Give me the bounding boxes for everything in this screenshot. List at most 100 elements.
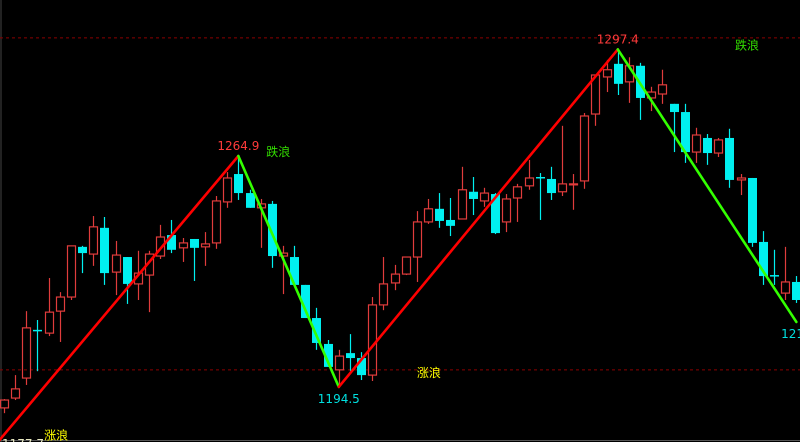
candle-body (423, 208, 434, 223)
candle-body (268, 203, 277, 257)
candle-59 (657, 69, 668, 104)
candle-body (178, 242, 189, 249)
zigzag-up-segment (0, 154, 240, 442)
candle-37 (412, 211, 423, 282)
candle-44 (491, 193, 500, 235)
candle-body (200, 243, 211, 248)
candle-53 (590, 74, 601, 126)
annotation-label: 1214 (781, 327, 800, 341)
candle-21 (234, 156, 243, 200)
annotation-label: 1177.7 (2, 437, 44, 442)
candle-body (111, 254, 122, 273)
candle-63 (703, 134, 712, 165)
candle-65 (725, 128, 734, 188)
candle-3 (33, 320, 42, 372)
candle-body (378, 283, 389, 306)
candle-body (346, 353, 355, 359)
candle-body (547, 178, 556, 194)
candle-64 (713, 137, 724, 157)
candle-body (412, 221, 423, 258)
candle-34 (378, 257, 389, 311)
candle-body (703, 137, 712, 154)
candle-46 (512, 183, 523, 222)
candle-body (579, 115, 590, 182)
candle-body (10, 388, 21, 399)
candle-70 (780, 246, 791, 300)
candle-body (536, 176, 545, 179)
candle-20 (222, 172, 233, 208)
candle-body (479, 192, 490, 202)
candle-35 (390, 264, 401, 291)
candle-body (100, 227, 109, 274)
annotation-label: 涨浪 (44, 427, 68, 442)
candle-body (491, 194, 500, 234)
candle-45 (501, 194, 512, 233)
candle-body (501, 198, 512, 223)
candle-11 (123, 257, 132, 304)
candle-body (602, 69, 613, 78)
candle-66 (736, 174, 747, 196)
candle-47 (524, 159, 535, 190)
candle-body (713, 139, 724, 154)
candle-51 (568, 174, 579, 210)
candle-body (44, 311, 55, 334)
candle-body (66, 245, 77, 298)
candle-18 (200, 232, 211, 266)
candle-62 (691, 127, 702, 163)
candle-body (691, 134, 702, 153)
candle-body (324, 343, 333, 367)
candle-38 (423, 198, 434, 224)
candle-body (557, 183, 568, 193)
candle-body (33, 329, 42, 332)
candle-body (290, 257, 299, 285)
candle-43 (479, 187, 490, 207)
candle-42 (469, 176, 478, 216)
candle-57 (636, 62, 645, 120)
candle-body (670, 103, 679, 113)
annotation-label: 1264.9 (217, 139, 259, 153)
candle-52 (579, 113, 590, 189)
candle-body (770, 275, 779, 277)
zigzag-up-segment (337, 48, 620, 389)
candle-body (155, 236, 166, 257)
candle-17 (190, 238, 199, 281)
candle-body (748, 177, 757, 243)
zigzag-down-segment (616, 48, 798, 324)
candle-body (167, 235, 176, 250)
candle-body (780, 281, 791, 294)
candle-body (123, 257, 132, 284)
candle-36 (401, 256, 412, 276)
candle-body (512, 186, 523, 199)
candle-body (278, 252, 289, 257)
annotation-label: 跌浪 (266, 144, 290, 159)
annotation-label: 跌浪 (735, 37, 759, 52)
candle-5 (55, 292, 66, 342)
candle-55 (614, 49, 623, 95)
candle-body (21, 327, 32, 379)
candle-body (211, 200, 222, 244)
candle-67 (748, 177, 757, 247)
candle-22 (246, 189, 255, 208)
candle-body (681, 112, 690, 153)
candle-48 (536, 173, 545, 220)
candle-14 (155, 224, 166, 259)
candle-41 (457, 166, 468, 220)
candle-71 (792, 276, 800, 303)
candle-body (357, 358, 366, 376)
candle-8 (88, 216, 99, 266)
candle-body (457, 189, 468, 220)
candle-body (246, 193, 255, 208)
candle-32 (357, 352, 366, 381)
candle-body (190, 238, 199, 248)
candle-body (88, 226, 99, 255)
candle-body (390, 273, 401, 284)
candle-4 (44, 278, 55, 337)
candle-body (568, 183, 579, 186)
candle-body (55, 296, 66, 312)
candle-39 (435, 193, 444, 228)
zigzag-down-segment (237, 154, 341, 389)
candle-2 (21, 311, 32, 385)
candle-33 (367, 297, 378, 382)
candle-body (0, 399, 10, 409)
